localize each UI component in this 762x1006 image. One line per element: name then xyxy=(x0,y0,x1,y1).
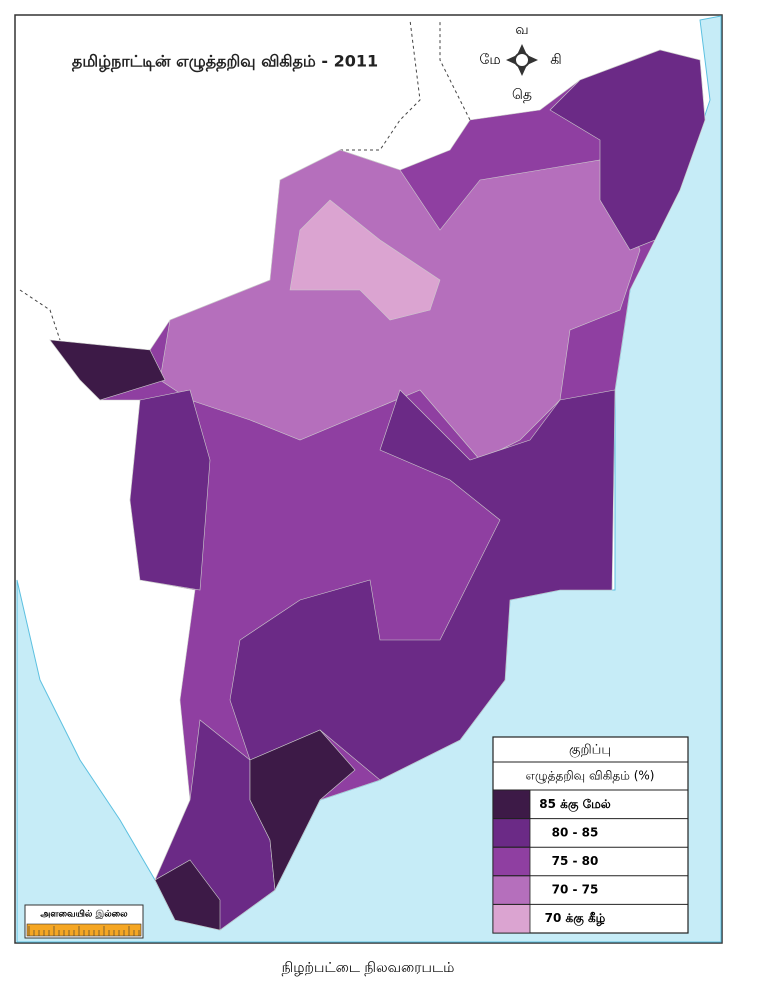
legend-swatch xyxy=(492,875,531,905)
region-above-85 xyxy=(249,729,356,892)
compass-center xyxy=(514,52,530,68)
legend-label: 70 - 75 xyxy=(552,883,599,897)
legend-swatch xyxy=(492,818,531,848)
compass-west: மே xyxy=(479,52,500,68)
state-border xyxy=(439,20,471,121)
compass-east: கி xyxy=(550,52,561,68)
scale-label: அளவையில் இல்லை xyxy=(40,909,128,920)
legend-label: 85 க்கு மேல் xyxy=(539,797,611,812)
legend-title: குறிப்பு xyxy=(569,743,611,758)
state-border xyxy=(19,289,61,341)
legend-swatch xyxy=(492,904,531,934)
legend-swatch xyxy=(492,789,531,820)
region-below-70 xyxy=(289,199,441,321)
compass: வ மே கி தெ xyxy=(479,22,561,103)
legend: குறிப்பு எழுத்தறிவு விகிதம் (%) 85 க்கு … xyxy=(492,736,689,934)
caption: நிழற்பட்டை நிலவரைபடம் xyxy=(282,960,455,976)
region-80-85 xyxy=(549,49,706,251)
scale-note: அளவையில் இல்லை xyxy=(24,904,144,939)
map-frame xyxy=(14,14,723,944)
region-above-85 xyxy=(154,859,221,931)
legend-label: 75 - 80 xyxy=(552,854,599,868)
legend-label: 80 - 85 xyxy=(552,825,599,839)
map-title: தமிழ்நாட்டின் எழுத்தறிவு விகிதம் - 2011 xyxy=(72,52,378,72)
compass-south: தெ xyxy=(512,87,532,103)
compass-north: வ xyxy=(515,22,528,38)
legend-subtitle: எழுத்தறிவு விகிதம் (%) xyxy=(526,769,655,784)
region-above-85 xyxy=(49,339,166,401)
legend-label: 70 க்கு கீழ் xyxy=(545,911,606,926)
legend-swatch xyxy=(492,846,531,877)
state-border xyxy=(340,19,421,151)
region-80-85 xyxy=(129,389,211,591)
